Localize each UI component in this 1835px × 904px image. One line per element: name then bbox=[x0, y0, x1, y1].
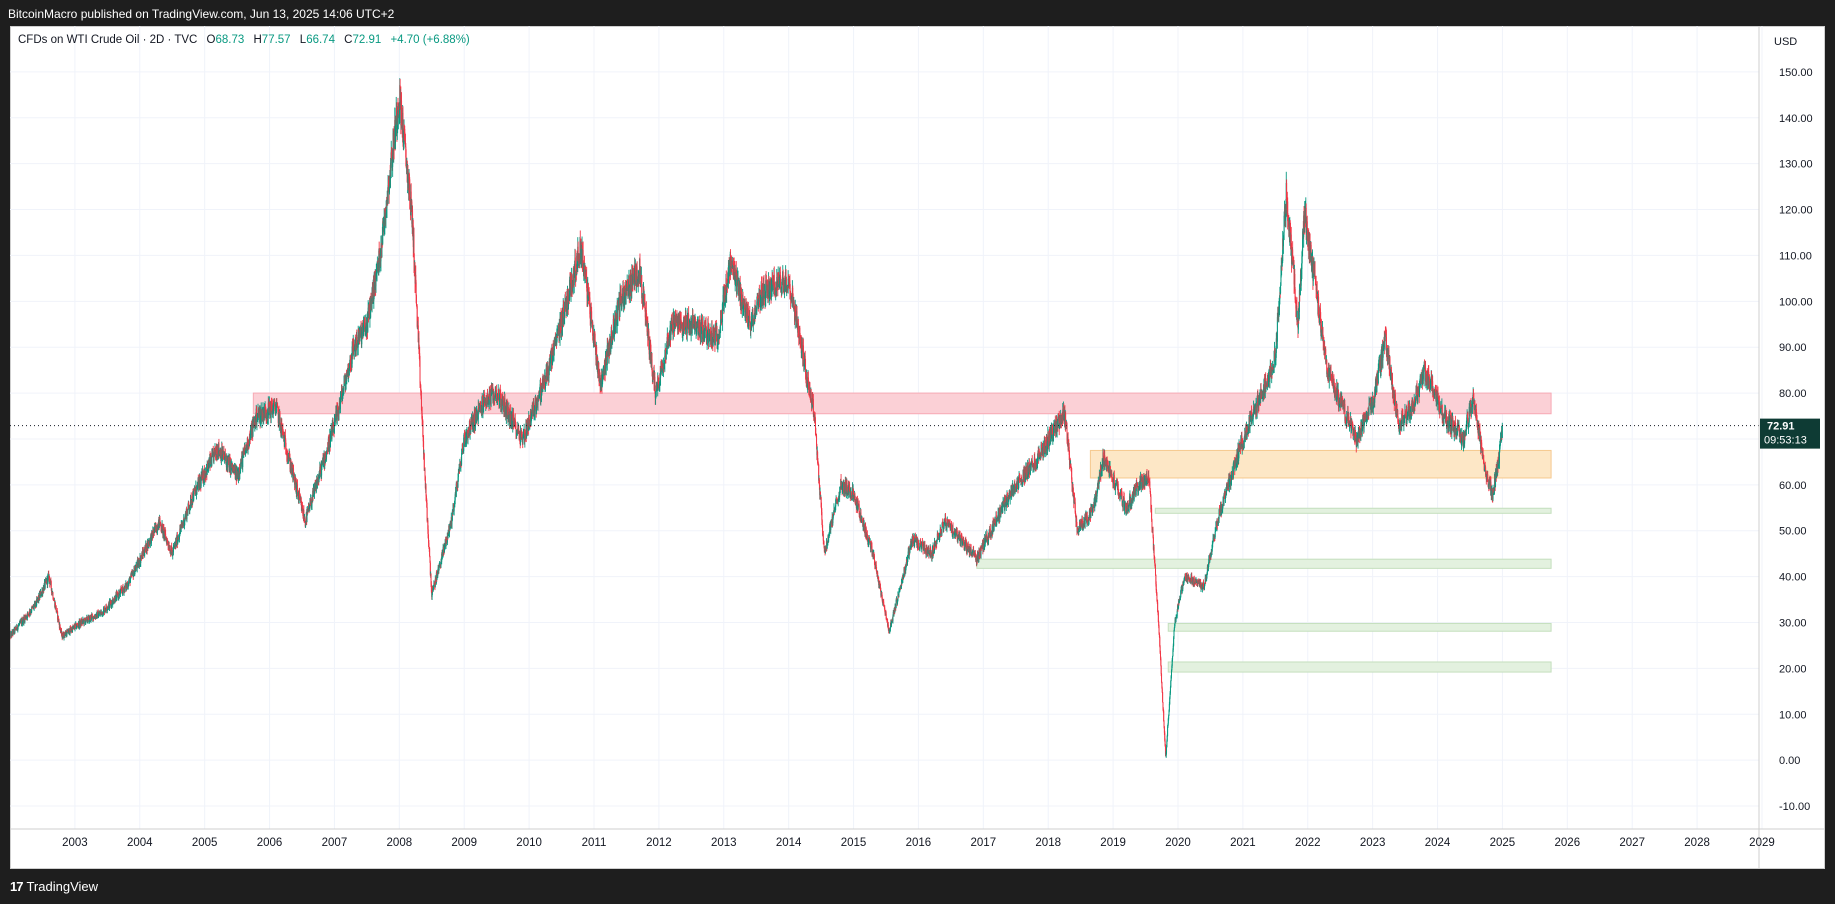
candle-body bbox=[472, 415, 473, 418]
candle-body bbox=[433, 587, 434, 590]
candle-body bbox=[823, 534, 824, 541]
candle-body bbox=[785, 269, 786, 277]
candle-body bbox=[792, 288, 793, 294]
candles bbox=[10, 78, 1503, 758]
candle-body bbox=[68, 633, 69, 634]
candle-body bbox=[420, 360, 421, 383]
candle-body bbox=[844, 484, 845, 494]
candle-body bbox=[416, 282, 417, 295]
resistance-zone bbox=[253, 393, 1551, 414]
candle-body bbox=[171, 546, 172, 550]
candle-body bbox=[862, 519, 863, 522]
candle-body bbox=[416, 295, 417, 305]
candle-body bbox=[135, 568, 136, 571]
candle-body bbox=[120, 590, 121, 593]
candle-body bbox=[280, 414, 281, 424]
candle-body bbox=[666, 353, 667, 359]
candle-body bbox=[819, 480, 820, 485]
candle-body bbox=[193, 490, 194, 500]
publisher-header: BitcoinMacro published on TradingView.co… bbox=[0, 0, 1835, 26]
candle-body bbox=[130, 579, 131, 583]
candle-body bbox=[748, 322, 749, 326]
candle-body bbox=[429, 548, 430, 556]
candle-body bbox=[51, 581, 52, 588]
candle-body bbox=[591, 311, 592, 321]
candle-body bbox=[346, 377, 347, 381]
candle-body bbox=[422, 421, 423, 437]
candle-body bbox=[821, 512, 822, 520]
candle-body bbox=[617, 310, 618, 319]
price-chart[interactable]: -10.000.0010.0020.0030.0040.0050.0060.00… bbox=[10, 26, 1825, 869]
support-zone bbox=[1155, 508, 1551, 513]
candle-body bbox=[822, 520, 823, 525]
candle-body bbox=[409, 179, 410, 200]
support-zone bbox=[1168, 662, 1551, 672]
candle-body bbox=[728, 265, 729, 283]
candle-body bbox=[491, 395, 492, 406]
chart-grid bbox=[10, 26, 1762, 829]
support-zone bbox=[977, 559, 1551, 568]
support-zone bbox=[1168, 623, 1551, 631]
publisher-line: BitcoinMacro published on TradingView.co… bbox=[0, 7, 394, 21]
candle-body bbox=[428, 543, 429, 547]
candle-body bbox=[18, 626, 19, 627]
candle-body bbox=[805, 356, 806, 359]
